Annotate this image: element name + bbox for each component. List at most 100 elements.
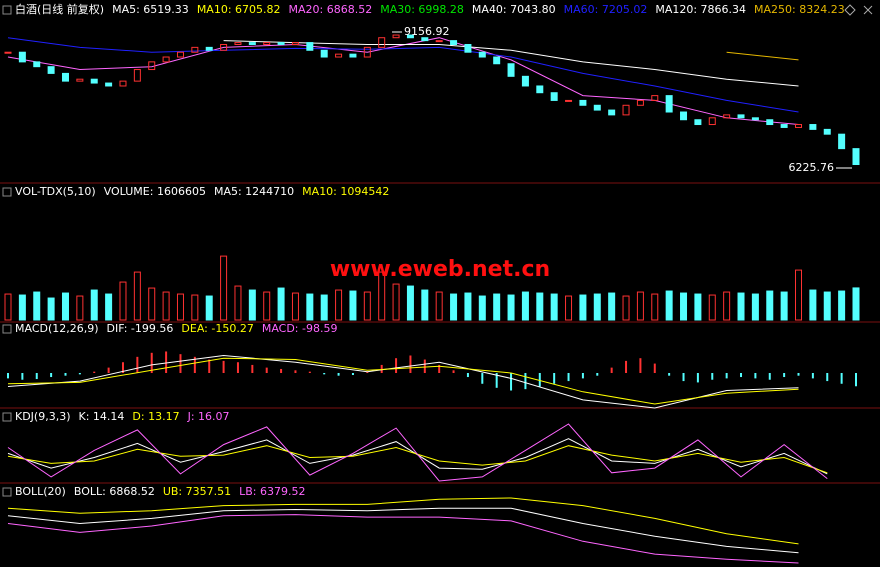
candle (349, 53, 357, 58)
indicator-line (7, 497, 799, 545)
candle (493, 56, 501, 65)
candle (90, 78, 98, 84)
ma-line (223, 40, 799, 87)
volume-bar (521, 291, 529, 321)
volume-bar (234, 285, 242, 321)
legend-item: UB: 7357.51 (163, 485, 231, 498)
volume-bar (435, 291, 443, 321)
candle (263, 42, 271, 45)
watermark: www.eweb.net.cn (330, 257, 550, 282)
candle (47, 66, 55, 74)
volume-bar (61, 292, 69, 321)
volume-bar (406, 285, 414, 321)
candle (162, 56, 170, 63)
volume-bar (737, 292, 745, 321)
volume-bar (723, 291, 731, 321)
candle (306, 42, 314, 51)
panel-title: 白酒(日线 前复权) (15, 2, 104, 16)
volume-bar (550, 293, 558, 321)
volume-bar (349, 290, 357, 321)
volume-bar (76, 295, 84, 321)
volume-bar (378, 271, 386, 321)
candle (507, 63, 515, 77)
window-icons (844, 4, 873, 16)
candle (450, 40, 458, 45)
indicator-line (7, 423, 828, 482)
volume-bar (263, 291, 271, 321)
volume-bar (148, 287, 156, 321)
candle (536, 85, 544, 94)
candle (148, 61, 156, 71)
legend-item: MA120: 7866.34 (655, 3, 746, 16)
candle (392, 34, 400, 39)
candle (478, 51, 486, 58)
ma-line (7, 37, 799, 113)
candle (105, 82, 113, 87)
candle (651, 95, 659, 101)
volume-bar (838, 290, 846, 321)
legend-item: LB: 6379.52 (239, 485, 305, 498)
volume-bar (823, 291, 831, 321)
candle (421, 37, 429, 42)
candle (18, 51, 26, 63)
candle (780, 124, 788, 128)
indicator-line (7, 507, 799, 554)
candle (766, 119, 774, 126)
diamond-icon[interactable] (844, 4, 856, 16)
candle (795, 124, 803, 128)
panel-icon (2, 412, 12, 422)
volume-bar (220, 255, 228, 321)
legend-item: D: 13.17 (132, 410, 179, 423)
legend-item: MA250: 8324.23 (754, 3, 845, 16)
panel-title: BOLL(20) (15, 485, 66, 498)
volume-bar (680, 292, 688, 321)
volume-bar (248, 289, 256, 321)
volume-bar (651, 293, 659, 321)
candle (464, 43, 472, 53)
volume-bar (133, 271, 141, 321)
candle (76, 78, 84, 82)
macd-line (7, 354, 799, 409)
candle (277, 42, 285, 45)
volume-bar (708, 294, 716, 321)
candle (133, 69, 141, 82)
candle (694, 119, 702, 126)
volume-bar (162, 291, 170, 321)
panel-title: VOL-TDX(5,10) (15, 185, 96, 198)
legend-item: MA10: 6705.82 (197, 3, 281, 16)
candle (550, 92, 558, 101)
legend-item: MA5: 1244710 (214, 185, 294, 198)
volume-bar (694, 293, 702, 321)
volume-bar (392, 283, 400, 321)
panel-title: KDJ(9,3,3) (15, 410, 71, 423)
legend-item: MA5: 6519.33 (112, 3, 189, 16)
candle (335, 53, 343, 58)
candle (636, 99, 644, 106)
candle (708, 117, 716, 126)
volume-bar (90, 289, 98, 321)
volume-bar (320, 294, 328, 321)
volume-bar (593, 293, 601, 321)
panel-icon (2, 187, 12, 197)
candle (608, 109, 616, 116)
volume-bar (335, 289, 343, 321)
legend-item: MA20: 6868.52 (289, 3, 373, 16)
indicator-line (7, 514, 799, 564)
panel-icon (2, 324, 12, 334)
indicator-line (7, 445, 828, 474)
candle (838, 133, 846, 150)
close-icon[interactable] (863, 5, 873, 15)
volume-bar (119, 281, 127, 321)
legend-item: MACD: -98.59 (262, 322, 338, 335)
volume-bar (608, 292, 616, 321)
candle (234, 42, 242, 45)
candle (320, 49, 328, 58)
legend-item: DEA: -150.27 (181, 322, 253, 335)
candle (680, 111, 688, 121)
volume-bar (105, 293, 113, 321)
candle (363, 46, 371, 58)
legend-item: BOLL: 6868.52 (74, 485, 155, 498)
volume-bar (766, 290, 774, 321)
candle (579, 99, 587, 106)
